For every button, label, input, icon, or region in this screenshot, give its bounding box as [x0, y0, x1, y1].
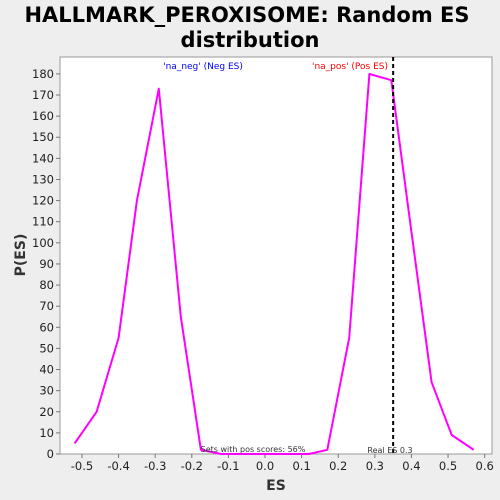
y-tick-label: 100 — [32, 236, 54, 250]
y-tick-label: 20 — [39, 405, 54, 419]
x-axis-label: ES — [266, 478, 286, 494]
x-tick-label: -0.2 — [181, 459, 203, 473]
plot-area — [59, 56, 493, 455]
y-tick-label: 30 — [39, 384, 54, 398]
x-tick-label: -0.1 — [217, 459, 239, 473]
x-tick-label: 0.4 — [402, 459, 420, 473]
pos-scores-annotation: Sets with pos scores: 56% — [201, 445, 306, 454]
y-tick-label: 90 — [39, 257, 54, 271]
y-tick-label: 80 — [39, 278, 54, 292]
x-tick-label: 0.0 — [256, 459, 274, 473]
chart-title-line-1: HALLMARK_PEROXISOME: Random ES — [24, 3, 469, 27]
x-tick-label: 0.6 — [476, 459, 494, 473]
x-tick-label: -0.3 — [144, 459, 166, 473]
y-tick-label: 60 — [39, 320, 54, 334]
pos-es-annotation: 'na_pos' (Pos ES) — [312, 62, 388, 72]
y-tick-label: 130 — [32, 172, 54, 186]
y-tick-label: 70 — [39, 299, 54, 313]
random-es-distribution-line — [73, 72, 475, 455]
y-tick-label: 50 — [39, 341, 54, 355]
x-tick-label: -0.4 — [107, 459, 129, 473]
x-tick-label: 0.2 — [329, 459, 347, 473]
y-tick-label: 170 — [32, 88, 54, 102]
y-axis-label: P(ES) — [13, 234, 29, 277]
y-tick-label: 10 — [39, 426, 54, 440]
y-tick-label: 120 — [32, 194, 54, 208]
y-tick-label: 140 — [32, 151, 54, 165]
x-tick-label: -0.5 — [71, 459, 93, 473]
y-tick-label: 160 — [32, 109, 54, 123]
neg-es-annotation: 'na_neg' (Neg ES) — [163, 62, 243, 72]
y-tick-label: 40 — [39, 363, 54, 377]
real-es-annotation: Real ES 0.3 — [367, 446, 412, 455]
x-tick-label: 0.5 — [439, 459, 457, 473]
y-tick-label: 0 — [47, 447, 54, 461]
y-tick-label: 150 — [32, 130, 54, 144]
x-tick-label: 0.1 — [292, 459, 310, 473]
y-tick-label: 110 — [32, 215, 54, 229]
series-layer — [73, 72, 475, 455]
axis-ticks: 0 10 20 30 40 50 60 70 80 90 100 110 120 130 140 150 160… — [32, 67, 494, 473]
x-tick-label: 0.3 — [366, 459, 384, 473]
chart-title-line-2: distribution — [181, 28, 320, 52]
y-tick-label: 180 — [32, 67, 54, 81]
